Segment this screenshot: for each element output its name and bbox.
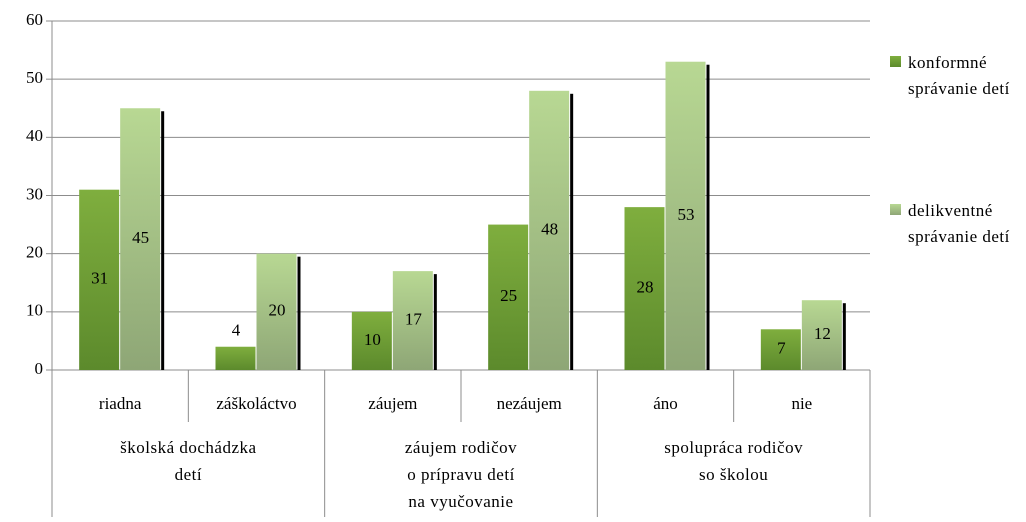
bar-shadow xyxy=(433,274,437,370)
group-label: školská dochádzka xyxy=(120,438,256,457)
value-label: 53 xyxy=(678,205,695,224)
bar xyxy=(120,108,161,370)
bar xyxy=(488,224,529,370)
value-label: 7 xyxy=(777,339,786,358)
value-label: 28 xyxy=(637,277,654,296)
bar xyxy=(351,311,392,370)
group-label: o prípravu detí xyxy=(407,465,515,484)
x-tick-label: áno xyxy=(653,394,678,413)
bar-shadow xyxy=(161,111,165,370)
y-tick-label: 50 xyxy=(26,68,43,87)
bar xyxy=(624,207,665,370)
bar xyxy=(801,300,842,370)
bar xyxy=(392,271,433,370)
x-tick-label: záujem xyxy=(368,394,417,413)
bar xyxy=(760,329,801,370)
legend-swatch xyxy=(890,204,901,215)
value-label: 4 xyxy=(232,321,241,340)
bar xyxy=(256,253,297,370)
bar xyxy=(529,90,570,371)
x-tick-label: riadna xyxy=(99,394,142,413)
y-tick-label: 0 xyxy=(35,359,44,378)
x-tick-label: nie xyxy=(791,394,812,413)
group-label: spolupráca rodičov xyxy=(664,438,803,457)
y-tick-label: 30 xyxy=(26,184,43,203)
value-label: 20 xyxy=(269,301,286,320)
bar xyxy=(665,61,706,370)
group-label: záujem rodičov xyxy=(405,438,517,457)
group-label: detí xyxy=(175,465,203,484)
value-label: 12 xyxy=(814,324,831,343)
y-tick-label: 20 xyxy=(26,243,43,262)
group-label: na vyučovanie xyxy=(408,492,513,511)
group-label: so školou xyxy=(699,465,768,484)
value-label: 48 xyxy=(541,219,558,238)
x-tick-label: nezáujem xyxy=(497,394,562,413)
value-label: 25 xyxy=(500,286,517,305)
legend-label: konformné správanie detí xyxy=(908,53,1010,98)
bar xyxy=(215,346,256,370)
value-label: 10 xyxy=(364,330,381,349)
y-tick-label: 10 xyxy=(26,301,43,320)
y-tick-label: 60 xyxy=(26,10,43,29)
bar-shadow xyxy=(297,256,301,370)
legend-label: delikventné správanie detí xyxy=(908,201,1010,246)
y-tick-label: 40 xyxy=(26,126,43,145)
bar-shadow xyxy=(706,64,710,370)
x-tick-label: záškoláctvo xyxy=(216,394,296,413)
value-label: 17 xyxy=(405,309,423,328)
bar-shadow xyxy=(842,303,846,370)
bar xyxy=(79,189,120,370)
legend-swatch xyxy=(890,56,901,67)
value-label: 31 xyxy=(91,269,108,288)
value-label: 45 xyxy=(132,228,149,247)
bar-shadow xyxy=(570,93,574,371)
